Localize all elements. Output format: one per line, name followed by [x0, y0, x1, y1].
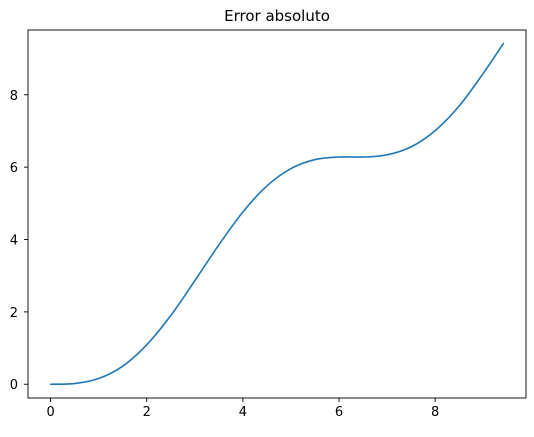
x-tick-label: 8: [431, 405, 439, 420]
series-line-0: [49, 42, 505, 386]
x-tick-label: 4: [239, 405, 247, 420]
y-tick-label: 8: [10, 89, 18, 104]
x-tick-label: 0: [46, 405, 54, 420]
y-tick-label: 6: [10, 161, 18, 176]
x-tick-label: 6: [335, 405, 343, 420]
x-tick-label: 2: [143, 405, 151, 420]
y-tick-label: 4: [10, 234, 18, 249]
chart-title: Error absoluto: [224, 7, 330, 25]
y-tick-label: 2: [10, 306, 18, 321]
y-tick-label: 0: [10, 378, 18, 393]
axes-frame: [27, 29, 527, 399]
plot-area: 0 2 4 6 8 0 2 4 6 8: [10, 29, 527, 420]
